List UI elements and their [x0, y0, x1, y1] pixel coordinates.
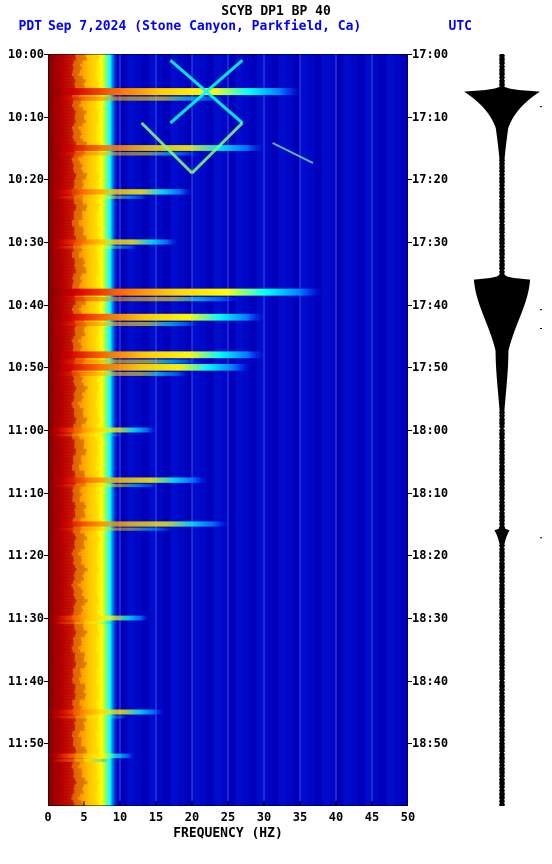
y-right-tick-label: 17:10	[412, 110, 448, 124]
x-tick-label: 15	[149, 810, 163, 824]
date-label: Sep 7,2024	[42, 19, 126, 34]
y-left-tick-label: 11:00	[8, 423, 44, 437]
station-title: SCYB DP1 BP 40	[221, 4, 331, 19]
y-left-tick-label: 10:10	[8, 110, 44, 124]
y-right-tick-label: 17:00	[412, 47, 448, 61]
y-right-tick-label: 18:40	[412, 674, 448, 688]
tz-left-label: PDT	[0, 19, 42, 34]
location-label: (Stone Canyon, Parkfield, Ca)	[126, 19, 361, 34]
y-left-tick-label: 10:40	[8, 298, 44, 312]
y-right-tick-label: 18:20	[412, 548, 448, 562]
x-tick-label: 50	[401, 810, 415, 824]
y-right-tick-label: 18:50	[412, 736, 448, 750]
y-axis-right: 17:0017:1017:2017:3017:4017:5018:0018:10…	[410, 54, 460, 806]
spectrogram-chart	[48, 54, 408, 806]
y-left-tick-label: 11:40	[8, 674, 44, 688]
y-right-tick-label: 17:50	[412, 360, 448, 374]
x-tick-label: 40	[329, 810, 343, 824]
x-axis-title: FREQUENCY (HZ)	[48, 826, 408, 841]
y-left-tick-label: 11:30	[8, 611, 44, 625]
y-left-tick-label: 10:00	[8, 47, 44, 61]
x-tick-label: 30	[257, 810, 271, 824]
y-axis-left: 10:0010:1010:2010:3010:4010:5011:0011:10…	[0, 54, 46, 806]
x-tick-label: 25	[221, 810, 235, 824]
x-tick-label: 35	[293, 810, 307, 824]
x-axis: FREQUENCY (HZ) 05101520253035404550	[48, 806, 408, 846]
y-right-tick-label: 17:40	[412, 298, 448, 312]
y-left-tick-label: 10:30	[8, 235, 44, 249]
x-tick-label: 5	[80, 810, 87, 824]
y-left-tick-label: 11:10	[8, 486, 44, 500]
x-tick-label: 0	[44, 810, 51, 824]
x-tick-label: 20	[185, 810, 199, 824]
tz-right-label: UTC	[449, 19, 552, 34]
y-right-tick-label: 18:30	[412, 611, 448, 625]
plot-area: 10:00 10:10 10:20 10:30 10:40 10:50 11:00 11:10…	[0, 34, 552, 854]
y-left-tick-label: 10:50	[8, 360, 44, 374]
waveform-chart	[462, 54, 542, 806]
y-right-tick-label: 17:20	[412, 172, 448, 186]
y-right-tick-label: 17:30	[412, 235, 448, 249]
y-right-tick-label: 18:10	[412, 486, 448, 500]
x-tick-label: 10	[113, 810, 127, 824]
y-left-tick-label: 11:50	[8, 736, 44, 750]
y-left-tick-label: 10:20	[8, 172, 44, 186]
x-tick-label: 45	[365, 810, 379, 824]
y-right-tick-label: 18:00	[412, 423, 448, 437]
y-left-tick-label: 11:20	[8, 548, 44, 562]
